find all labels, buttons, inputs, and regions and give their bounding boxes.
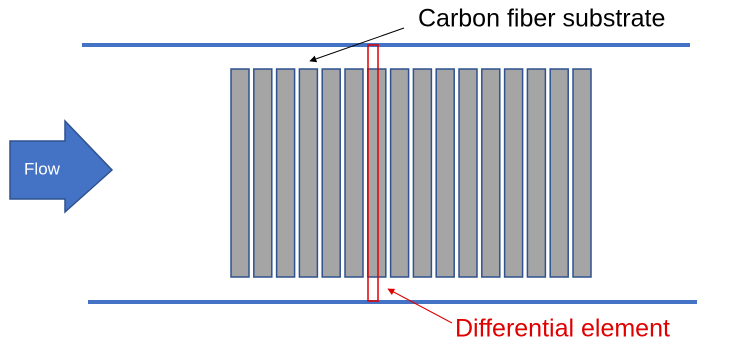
fiber bbox=[458, 68, 478, 278]
fiber bbox=[253, 68, 273, 278]
fiber bbox=[321, 68, 341, 278]
flow-arrow bbox=[9, 119, 114, 214]
differential-element bbox=[367, 44, 379, 302]
element-label: Differential element bbox=[455, 315, 670, 343]
fiber bbox=[412, 68, 433, 278]
fiber bbox=[367, 68, 387, 278]
substrate-label: Carbon fiber substrate bbox=[418, 5, 665, 33]
fiber bbox=[389, 68, 410, 278]
substrate-pointer bbox=[309, 27, 405, 63]
fiber bbox=[435, 68, 455, 278]
fiber bbox=[572, 68, 592, 278]
fiber bbox=[549, 68, 569, 278]
fiber bbox=[344, 68, 364, 278]
fiber bbox=[503, 68, 524, 278]
fiber bbox=[298, 68, 319, 278]
fibers bbox=[230, 68, 592, 278]
fiber bbox=[481, 68, 501, 278]
flow-label: Flow bbox=[24, 159, 61, 178]
fiber bbox=[275, 68, 296, 278]
element-pointer bbox=[387, 288, 453, 324]
fiber bbox=[230, 68, 250, 278]
fiber bbox=[526, 68, 547, 278]
